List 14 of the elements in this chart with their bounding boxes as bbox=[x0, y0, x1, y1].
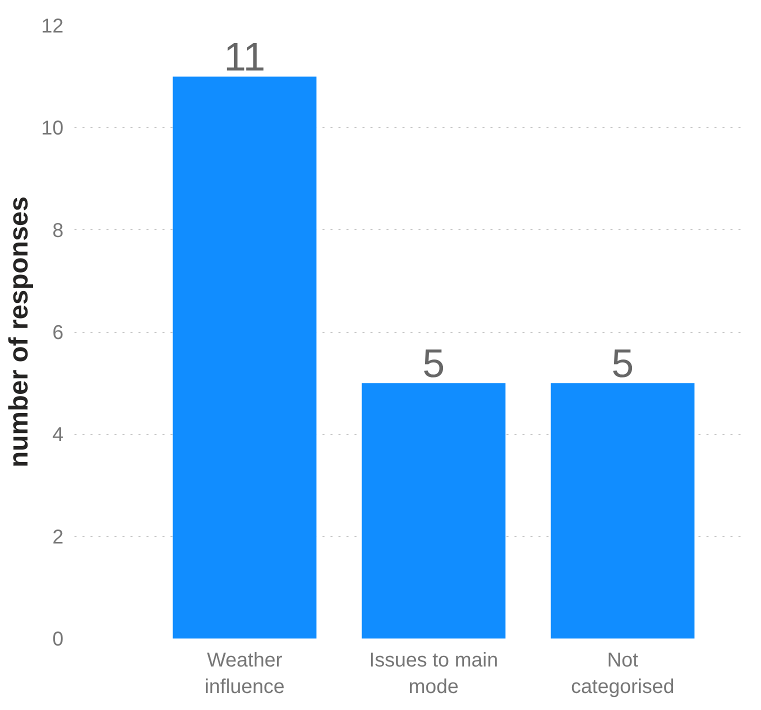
x-tick-label: Issues to main mode bbox=[369, 650, 498, 698]
y-tick-label: 12 bbox=[41, 16, 64, 38]
y-axis-title: number of responses bbox=[3, 196, 34, 468]
data-label: 5 bbox=[612, 342, 634, 386]
y-tick-label: 6 bbox=[52, 322, 64, 344]
x-tick-label: Weather influence bbox=[204, 650, 285, 698]
y-tick-label: 4 bbox=[52, 424, 64, 446]
data-label: 5 bbox=[422, 342, 445, 386]
y-tick-label: 0 bbox=[52, 628, 64, 650]
y-tick-label: 2 bbox=[52, 526, 64, 548]
x-tick-label: Not categorised bbox=[570, 650, 674, 698]
y-tick-label: 10 bbox=[41, 118, 64, 140]
y-tick-label: 8 bbox=[52, 220, 64, 242]
data-label: 11 bbox=[224, 36, 266, 80]
